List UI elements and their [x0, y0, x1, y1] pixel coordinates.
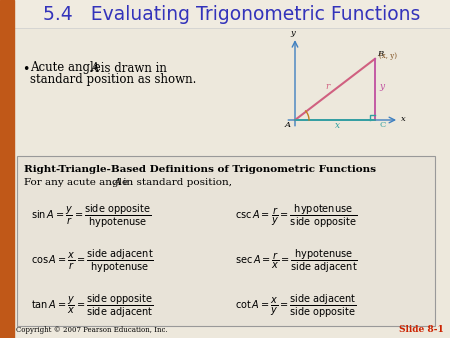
Text: $\sin A = \dfrac{y}{r} = \dfrac{\mathregular{side\ opposite}}{\mathregular{hypot: $\sin A = \dfrac{y}{r} = \dfrac{\mathreg…	[31, 202, 151, 230]
Text: C: C	[380, 121, 387, 129]
Text: $\sec A = \dfrac{r}{x} = \dfrac{\mathregular{hypotenuse}}{\mathregular{side\ adj: $\sec A = \dfrac{r}{x} = \dfrac{\mathreg…	[235, 247, 358, 274]
Text: 5.4   Evaluating Trigonometric Functions: 5.4 Evaluating Trigonometric Functions	[43, 4, 421, 24]
FancyBboxPatch shape	[17, 156, 435, 326]
Text: (x, y): (x, y)	[379, 52, 397, 60]
Text: Slide 8-1: Slide 8-1	[399, 325, 444, 334]
Text: r: r	[325, 82, 329, 91]
Text: $\cot A = \dfrac{x}{y} = \dfrac{\mathregular{side\ adjacent}}{\mathregular{side\: $\cot A = \dfrac{x}{y} = \dfrac{\mathreg…	[235, 292, 357, 319]
Text: y: y	[379, 82, 384, 91]
Text: in standard position,: in standard position,	[120, 178, 232, 187]
Text: y: y	[290, 29, 295, 37]
Text: A: A	[114, 178, 122, 187]
Bar	[0, 0, 14, 338]
Text: A: A	[91, 62, 99, 74]
Text: $\cos A = \dfrac{x}{r} = \dfrac{\mathregular{side\ adjacent}}{\mathregular{hypot: $\cos A = \dfrac{x}{r} = \dfrac{\mathreg…	[31, 247, 154, 274]
Text: $\csc A = \dfrac{r}{y} = \dfrac{\mathregular{hypotenuse}}{\mathregular{side\ opp: $\csc A = \dfrac{r}{y} = \dfrac{\mathreg…	[235, 202, 357, 230]
Text: $\tan A = \dfrac{y}{x} = \dfrac{\mathregular{side\ opposite}}{\mathregular{side\: $\tan A = \dfrac{y}{x} = \dfrac{\mathreg…	[31, 292, 153, 319]
Text: For any acute angle: For any acute angle	[24, 178, 131, 187]
Text: x: x	[401, 115, 406, 123]
Text: is drawn in: is drawn in	[97, 62, 167, 74]
Text: •: •	[22, 64, 29, 76]
Text: A: A	[285, 121, 291, 129]
Text: Right-Triangle-Based Definitions of Trigonometric Functions: Right-Triangle-Based Definitions of Trig…	[24, 165, 376, 174]
Bar	[14, 0, 450, 28]
Text: x: x	[335, 121, 340, 130]
Text: Acute angle: Acute angle	[30, 62, 104, 74]
Text: Copyright © 2007 Pearson Education, Inc.: Copyright © 2007 Pearson Education, Inc.	[16, 326, 168, 334]
Text: standard position as shown.: standard position as shown.	[30, 73, 196, 87]
Text: B: B	[377, 50, 383, 58]
